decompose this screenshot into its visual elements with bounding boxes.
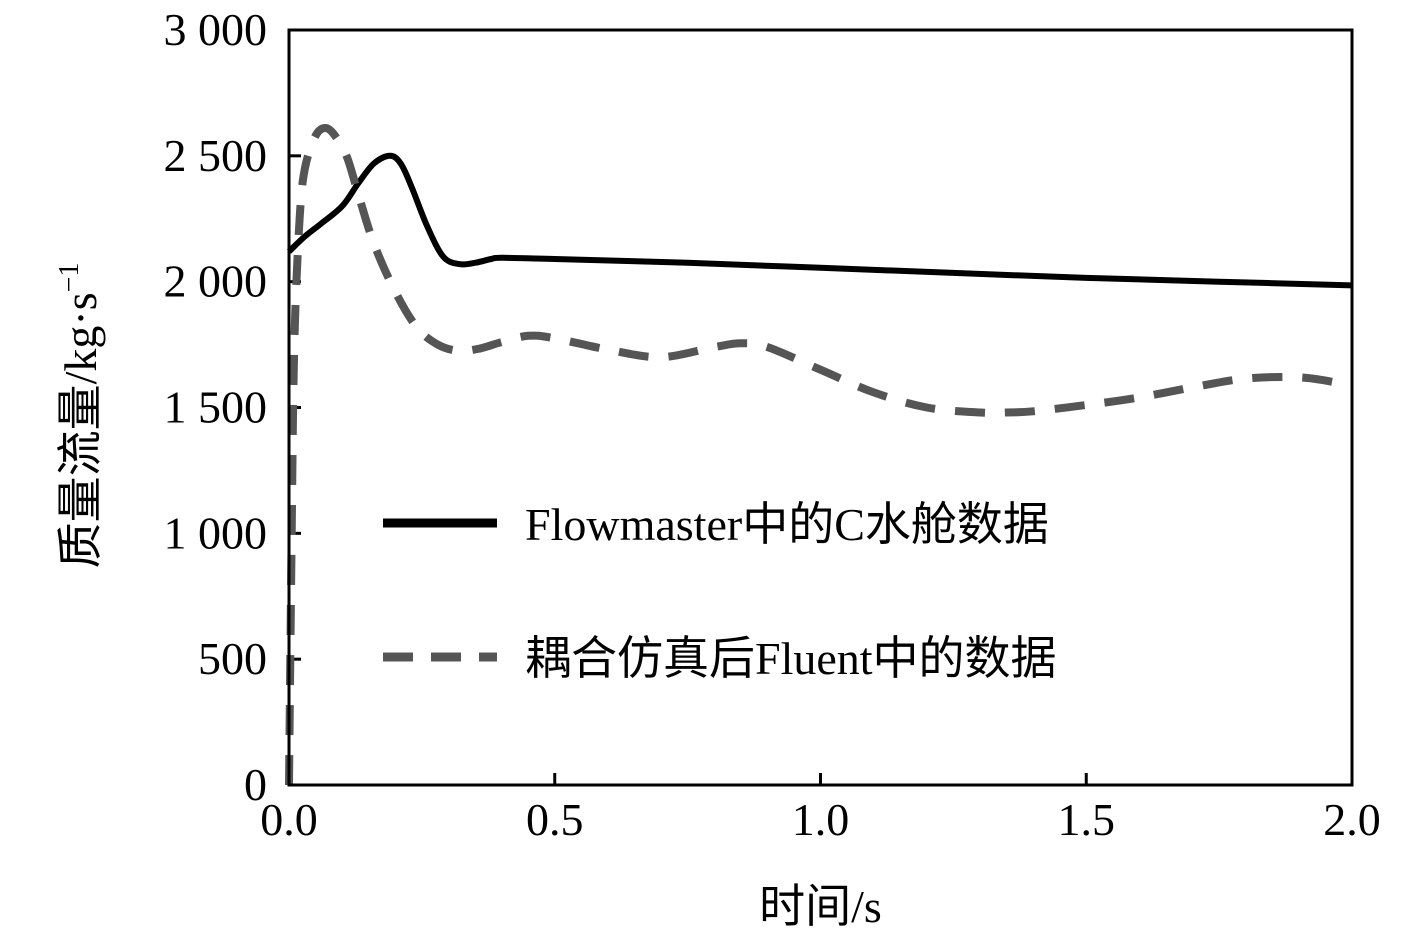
x-tick-label: 0.0 <box>260 794 318 845</box>
y-axis-ticks: 0 500 1 000 1 500 2 000 2 500 3 000 <box>164 4 301 810</box>
x-tick-label: 0.5 <box>526 794 584 845</box>
y-tick-label: 2 500 <box>164 130 268 181</box>
y-axis-title-superscript: −1 <box>54 263 85 293</box>
legend-dashed-label: 耦合仿真后Fluent中的数据 <box>525 633 1057 684</box>
x-tick-label: 1.0 <box>792 794 850 845</box>
y-tick-label: 500 <box>198 633 267 684</box>
series-layer <box>285 124 1353 786</box>
y-tick-label: 3 000 <box>164 4 268 55</box>
legend: Flowmaster中的C水舱数据 耦合仿真后Fluent中的数据 <box>383 499 1057 684</box>
y-tick-label: 2 000 <box>164 256 268 307</box>
x-tick-label: 2.0 <box>1323 794 1381 845</box>
y-tick-label: 1 500 <box>164 382 268 433</box>
series-line-flowmaster <box>286 152 1353 289</box>
y-axis-title-main: 质量流量/kg·s <box>55 292 106 568</box>
plot-frame <box>287 28 1354 787</box>
series-line-fluent <box>285 124 1337 786</box>
y-tick-label: 0 <box>244 759 267 810</box>
x-tick-label: 1.5 <box>1058 794 1116 845</box>
y-tick-label: 1 000 <box>164 507 268 558</box>
x-axis-title: 时间/s <box>759 881 882 932</box>
x-axis-ticks: 0.0 0.5 1.0 1.5 2.0 <box>260 773 1381 845</box>
legend-solid-label: Flowmaster中的C水舱数据 <box>525 499 1049 550</box>
y-axis-title: 质量流量/kg·s−1 <box>54 263 106 569</box>
